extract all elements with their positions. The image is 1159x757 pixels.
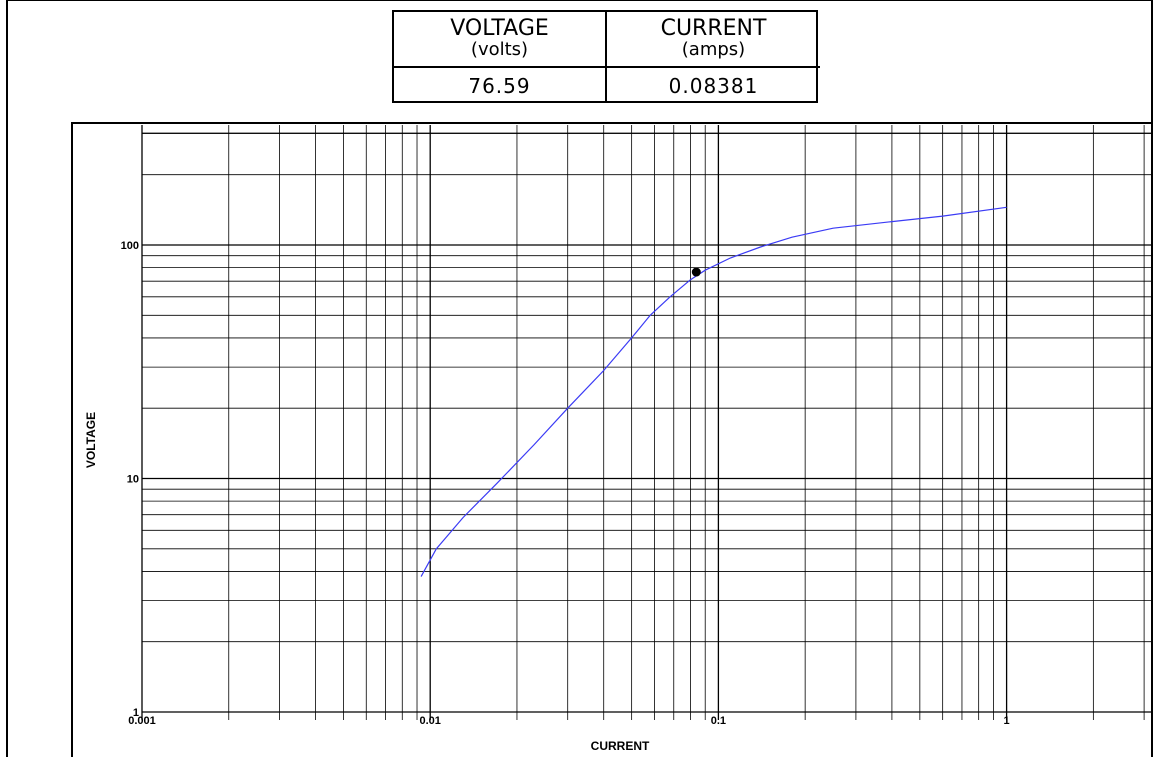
voltage-value: 76.59 (468, 73, 531, 98)
current-value-cell: 0.08381 (607, 68, 820, 103)
voltage-header-cell: VOLTAGE (volts) (394, 12, 607, 68)
y-axis-title: VOLTAGE (84, 412, 98, 468)
current-unit: (amps) (681, 39, 746, 60)
chart-frame (71, 122, 1153, 757)
current-header: CURRENT (660, 16, 767, 41)
chart-series (420, 206, 1007, 577)
readout-table: VOLTAGE (volts) CURRENT (amps) 76.59 0.0… (392, 10, 820, 103)
x-tick-label: 0.001 (128, 715, 156, 727)
tick-labels: 0.001 0.01 0.1 1 1 10 100 (121, 240, 1010, 727)
voltage-unit: (volts) (470, 39, 529, 60)
current-header-cell: CURRENT (amps) (607, 12, 820, 68)
voltage-value-cell: 76.59 (394, 68, 607, 103)
x-tick-label: 1 (1004, 715, 1010, 727)
chart-grid (141, 125, 1151, 720)
y-tick-label: 10 (127, 474, 139, 486)
window-frame (6, 0, 1153, 757)
x-tick-label: 0.01 (419, 715, 440, 727)
operating-point-marker (691, 267, 701, 277)
x-axis-title: CURRENT (591, 739, 650, 753)
voltage-header: VOLTAGE (450, 16, 549, 41)
series-line (420, 206, 1007, 577)
x-tick-label: 0.1 (711, 715, 726, 727)
y-tick-label: 100 (121, 240, 139, 252)
y-tick-label: 1 (133, 707, 139, 719)
current-value: 0.08381 (668, 73, 759, 98)
